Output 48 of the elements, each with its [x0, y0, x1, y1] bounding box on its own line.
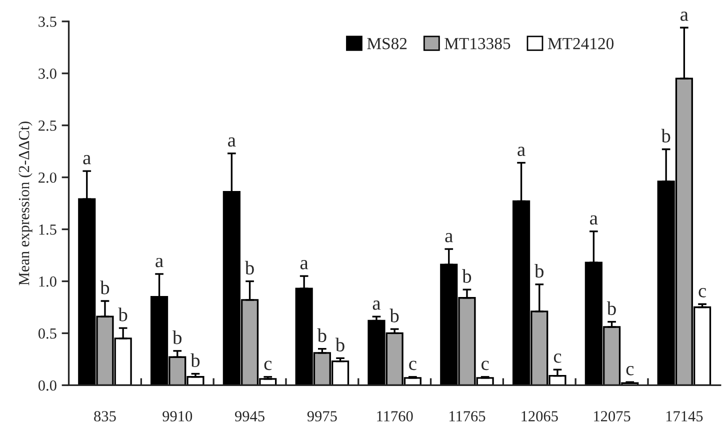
data-label: b	[335, 338, 344, 352]
data-label: b	[534, 264, 544, 278]
data-label: b	[172, 330, 182, 344]
legend-label: MT13385	[444, 38, 510, 50]
data-label: b	[390, 308, 399, 322]
legend-label: MT24120	[548, 38, 614, 50]
x-tick-label: 12075	[594, 411, 630, 422]
data-label: c	[482, 360, 489, 370]
data-label: a	[83, 155, 91, 164]
y-tick-label: 3.5	[38, 16, 56, 27]
data-label: a	[590, 215, 598, 225]
x-tick-label: 9945	[234, 411, 264, 422]
x-tick-label: 12065	[522, 411, 558, 422]
x-tick-label: 835	[94, 411, 116, 422]
data-label: b	[244, 260, 254, 275]
legend-label: MS82	[367, 38, 407, 50]
data-label: b	[317, 328, 326, 342]
data-label: c	[554, 354, 562, 363]
data-label: a	[680, 12, 688, 21]
data-label: b	[100, 280, 110, 294]
y-tick-label: 3.0	[38, 68, 56, 79]
x-tick-label: 9975	[307, 411, 337, 422]
y-tick-label: 0.5	[38, 328, 56, 339]
data-label: a	[300, 260, 308, 270]
data-label: b	[661, 128, 670, 143]
x-tick-label: 9910	[162, 411, 192, 422]
y-tick-label: 1.5	[39, 224, 56, 235]
data-label: a	[156, 258, 164, 268]
y-tick-label: 2.5	[38, 120, 56, 131]
y-tick-label: 1.0	[39, 276, 56, 287]
data-label: c	[409, 360, 416, 370]
data-label: b	[606, 301, 616, 316]
x-tick-label: 17145	[666, 411, 703, 422]
data-label: a	[372, 300, 381, 310]
data-label: b	[462, 269, 472, 283]
y-tick-label: 0.0	[38, 380, 56, 391]
data-label: a	[228, 137, 236, 147]
y-axis-title: Mean expression (2-ΔΔCt)	[18, 122, 32, 286]
data-label: b	[118, 308, 128, 322]
data-label: a	[445, 232, 453, 242]
y-tick-label: 2.0	[38, 172, 56, 183]
data-label: c	[626, 366, 634, 376]
x-tick-label: 11760	[377, 411, 413, 422]
data-label: b	[190, 353, 200, 368]
x-tick-label: 11765	[450, 411, 486, 422]
data-label: c	[698, 288, 706, 298]
data-label: a	[518, 146, 526, 156]
data-label: c	[264, 360, 272, 370]
